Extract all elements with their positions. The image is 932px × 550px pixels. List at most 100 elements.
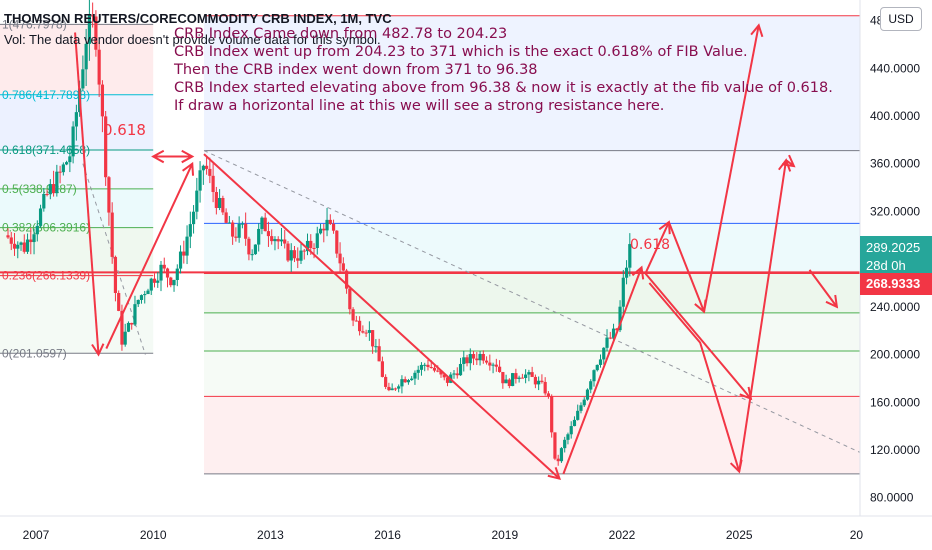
candle-body [136, 299, 140, 305]
candle-body [400, 379, 404, 387]
candle-body [257, 228, 261, 245]
candle-body [35, 225, 39, 235]
volume-note: Vol: The data vendor doesn't provide vol… [4, 32, 381, 47]
candle-body [484, 360, 489, 363]
candle-body [279, 239, 284, 242]
candle-body [423, 364, 427, 366]
candle-body [172, 280, 176, 286]
candle-body [436, 370, 440, 372]
candle-body [139, 295, 144, 300]
candle-body [445, 377, 450, 383]
candle-body [390, 388, 394, 391]
x-tick-label: 2016 [374, 528, 401, 542]
arrow-path-b [644, 272, 752, 400]
arrow-target-high [703, 25, 760, 312]
candle-body [491, 364, 495, 366]
candle-body [462, 357, 466, 364]
fib-zone [203, 150, 860, 224]
candle-body [286, 243, 290, 261]
candle-body [442, 374, 446, 378]
currency-button[interactable]: USD [880, 7, 922, 31]
arrow-rise-2020 [562, 267, 643, 475]
y-tick-label: 360.0000 [870, 157, 920, 171]
candle-body [387, 386, 391, 391]
candle-body [338, 253, 342, 264]
candle-body [48, 184, 52, 195]
candle-body [527, 372, 531, 375]
candle-body [410, 378, 414, 381]
candle-body [263, 217, 267, 232]
fib-zone [203, 223, 860, 274]
fib-zone [203, 15, 860, 151]
candle-body [214, 192, 218, 208]
arrow-drop-2011-head [547, 466, 562, 481]
candle-body [29, 239, 33, 243]
candle-body [478, 353, 482, 361]
candle-body [364, 332, 368, 334]
candle-body [511, 373, 515, 387]
fib-zone [0, 150, 154, 189]
y-tick-label: 240.0000 [870, 300, 920, 314]
arrow-path-c [648, 282, 741, 472]
candle-body [533, 376, 538, 385]
candle-body [51, 184, 56, 194]
candle-body [416, 369, 420, 373]
candle-body [384, 376, 388, 387]
candle-body [273, 239, 277, 242]
candle-body [595, 364, 599, 371]
fib-level-label: 0(201.0597) [2, 346, 67, 360]
fib-level-label: 0.786(417.7898) [2, 88, 90, 102]
candle-body [452, 373, 456, 375]
candle-body [397, 386, 401, 389]
arrow-range-left-head [151, 149, 165, 164]
candle-body [598, 359, 603, 365]
candle-body [592, 370, 596, 382]
candle-body [276, 239, 280, 242]
fib-zone [0, 275, 154, 354]
x-tick-label: 2019 [491, 528, 518, 542]
candle-body [12, 243, 17, 249]
candle-body [530, 372, 534, 377]
candle-body [468, 354, 472, 364]
candle-body [328, 219, 332, 224]
y-tick-label: 160.0000 [870, 395, 920, 409]
candle-body [602, 347, 606, 360]
candle-body [611, 328, 616, 338]
candle-body [524, 374, 528, 378]
fib-level-label: 1(476.7978) [2, 17, 67, 31]
candle-body [162, 264, 166, 269]
candle-body [628, 244, 632, 268]
candle-body [201, 165, 205, 171]
candle-body [432, 367, 437, 371]
candle-body [218, 197, 222, 208]
candle-body [188, 224, 192, 237]
candle-body [123, 331, 127, 345]
arrow-up-small-head [658, 220, 671, 235]
candle-body [25, 239, 30, 252]
fib-zone [203, 312, 860, 351]
candle-body [224, 212, 228, 223]
candle-body [94, 16, 98, 50]
chart-title: THOMSON REUTERS/CORECOMMODITY CRB INDEX,… [4, 11, 392, 26]
candle-body [315, 233, 319, 249]
candle-body [589, 381, 593, 390]
arrow-rise-2009 [105, 163, 194, 350]
arrow-range-right-head [181, 149, 195, 164]
candle-body [351, 309, 355, 321]
arrow-drop-2008-head [91, 343, 105, 357]
candle-body [169, 277, 173, 286]
candle-body [608, 337, 612, 339]
y-tick-label: 80.0000 [870, 491, 914, 505]
candle-body [537, 380, 541, 385]
candle-body [504, 379, 508, 384]
candle-body [113, 256, 118, 294]
candle-body [22, 242, 26, 252]
candle-body [358, 320, 362, 332]
arrow-recovery [738, 159, 788, 472]
fib-zone [203, 273, 860, 313]
candle-body [576, 410, 580, 420]
candle-body [266, 231, 271, 237]
candle-body [185, 236, 189, 256]
candle-body [19, 242, 23, 245]
